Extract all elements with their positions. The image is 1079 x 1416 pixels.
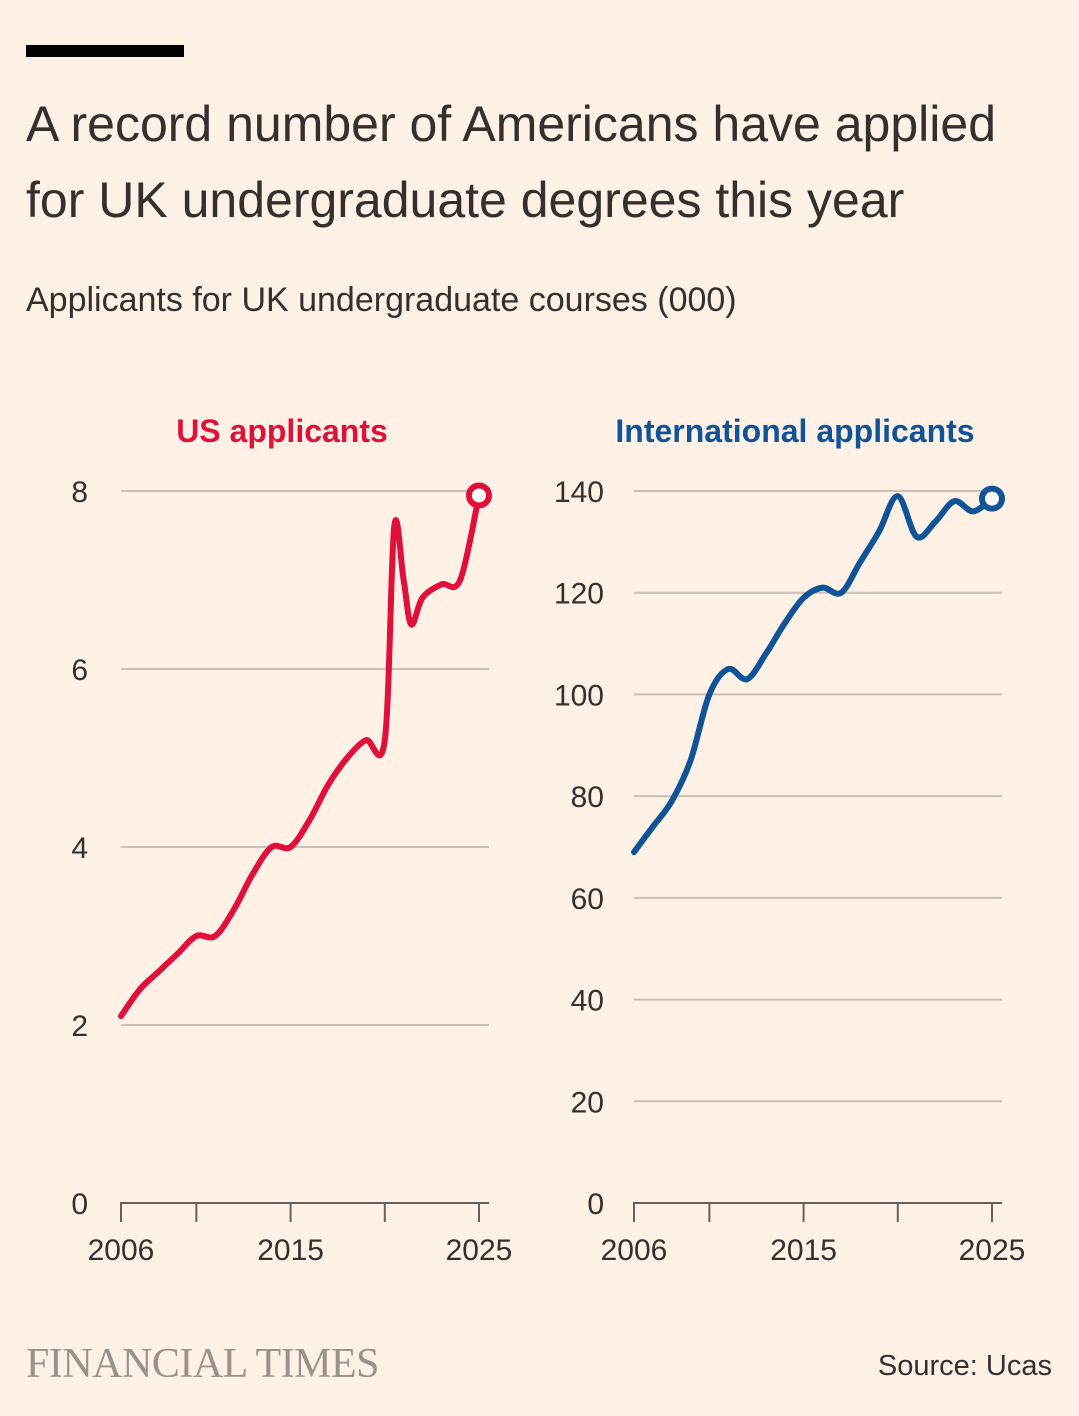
us-x-tick-label-2006: 2006 xyxy=(88,1234,155,1267)
source-note: Source: Ucas xyxy=(877,1350,1052,1382)
intl-y-tick-label-0: 0 xyxy=(587,1188,604,1221)
intl-y-tick-label-80: 80 xyxy=(571,781,604,814)
ft-logo: FINANCIAL TIMES xyxy=(26,1341,380,1387)
intl-y-tick-label-140: 140 xyxy=(554,476,604,509)
intl-series-line xyxy=(631,493,995,856)
us-y-tick-label-8: 8 xyxy=(71,476,88,509)
intl-x-tick-label-2015: 2015 xyxy=(770,1234,837,1267)
us-latest-point xyxy=(466,482,492,509)
intl-latest-point xyxy=(979,485,1005,512)
intl-y-tick-label-120: 120 xyxy=(554,578,604,611)
us-panel-title: US applicants xyxy=(176,413,388,449)
intl-x-tick-label-2025: 2025 xyxy=(959,1234,1026,1267)
chart-subtitle: Applicants for UK undergraduate courses … xyxy=(26,281,737,319)
us-x-tick-label-2025: 2025 xyxy=(446,1234,513,1267)
intl-y-tick-label-20: 20 xyxy=(571,1086,604,1119)
intl-y-tick-label-100: 100 xyxy=(554,679,604,712)
us-x-tick-label-2015: 2015 xyxy=(257,1234,324,1267)
us-y-tick-label-6: 6 xyxy=(71,654,88,687)
intl-y-tick-label-60: 60 xyxy=(571,883,604,916)
intl-panel-title: International applicants xyxy=(615,413,974,449)
chart-title: A record number of Americans have applie… xyxy=(26,96,996,228)
intl-x-tick-label-2006: 2006 xyxy=(601,1234,668,1267)
us-series-line xyxy=(118,492,482,1020)
us-y-tick-label-4: 4 xyxy=(71,832,88,865)
us-y-tick-label-2: 2 xyxy=(71,1010,88,1043)
header-rule xyxy=(26,45,184,57)
intl-y-tick-label-40: 40 xyxy=(571,985,604,1018)
us-y-tick-label-0: 0 xyxy=(71,1188,88,1221)
